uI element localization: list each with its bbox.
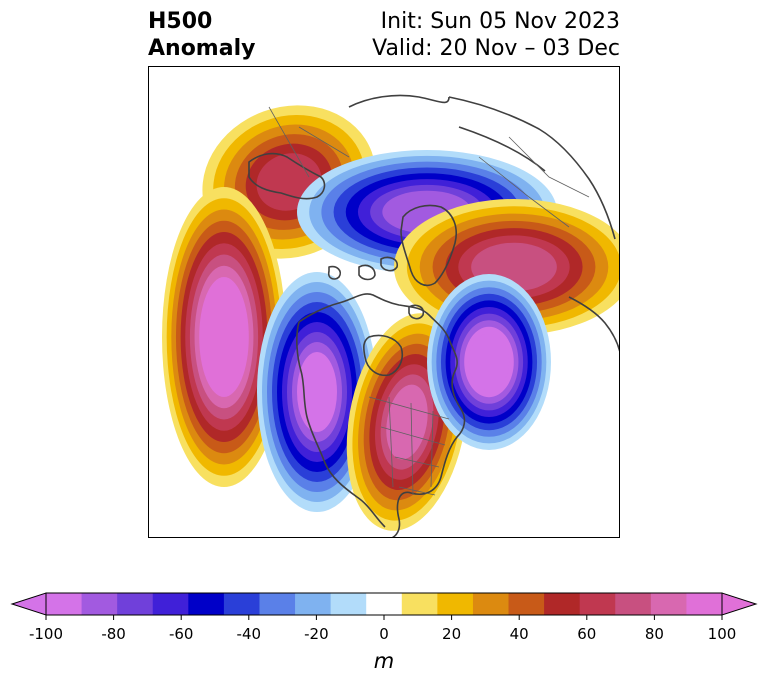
colorbar-cells [10,592,758,616]
colorbar-cell [117,593,154,615]
colorbar-cell [544,593,581,615]
colorbar-cell [615,593,652,615]
colorbar-cell [188,593,225,615]
title-field-name: H500 [148,9,213,34]
coastlines [248,94,619,537]
colorbar-tick-label: 20 [442,625,461,643]
colorbar-cell [472,593,510,615]
anomaly-contour-level [203,288,245,386]
chart-title: H500 Anomaly [148,8,255,62]
colorbar-extend-low [10,592,47,616]
colorbar-cell [81,593,118,615]
colorbar-cell [579,593,616,615]
colorbar-tick-label: 80 [645,625,664,643]
colorbar-tick-label: 0 [379,625,389,643]
colorbar-ticks: -100 -80 -60 -40 -20 0 20 40 60 80 100 [29,615,736,643]
anomaly-contour-level [468,333,510,391]
colorbar-tick-label: -100 [29,625,63,643]
colorbar-cell [366,593,403,615]
anomaly-contour-level [386,384,428,460]
colorbar-tick-label: -40 [237,625,262,643]
colorbar-cell [259,593,296,615]
colorbar-tick-label: -80 [101,625,126,643]
colorbar-tick-label: 40 [510,625,529,643]
colorbar-tick-label: 100 [708,625,737,643]
colorbar-cell [330,593,367,615]
colorbar-cell [295,593,332,615]
colorbar-tick-label: 60 [577,625,596,643]
valid-range: Valid: 20 Nov – 03 Dec [372,36,620,61]
colorbar-cell [401,593,438,615]
colorbar-cell [437,593,474,615]
anomaly-contour-level [297,352,337,432]
colorbar-cell [46,593,83,615]
colorbar: -100 -80 -60 -40 -20 0 20 40 60 80 100 m [0,588,768,684]
title-field-type: Anomaly [148,36,256,61]
colorbar-cell [650,593,687,615]
colorbar-unit-label: m [374,649,394,673]
colorbar-cell [686,593,723,615]
colorbar-extend-high [721,592,758,616]
anomaly-map [148,66,620,538]
colorbar-cell [152,593,189,615]
colorbar-cell [223,593,260,615]
colorbar-cell [508,593,545,615]
political-borders [268,106,590,496]
colorbar-tick-label: -60 [169,625,194,643]
init-date: Init: Sun 05 Nov 2023 [380,9,620,34]
chart-dates: Init: Sun 05 Nov 2023 Valid: 20 Nov – 03… [372,8,620,62]
colorbar-tick-label: -20 [304,625,329,643]
anomaly-contours [162,105,619,531]
